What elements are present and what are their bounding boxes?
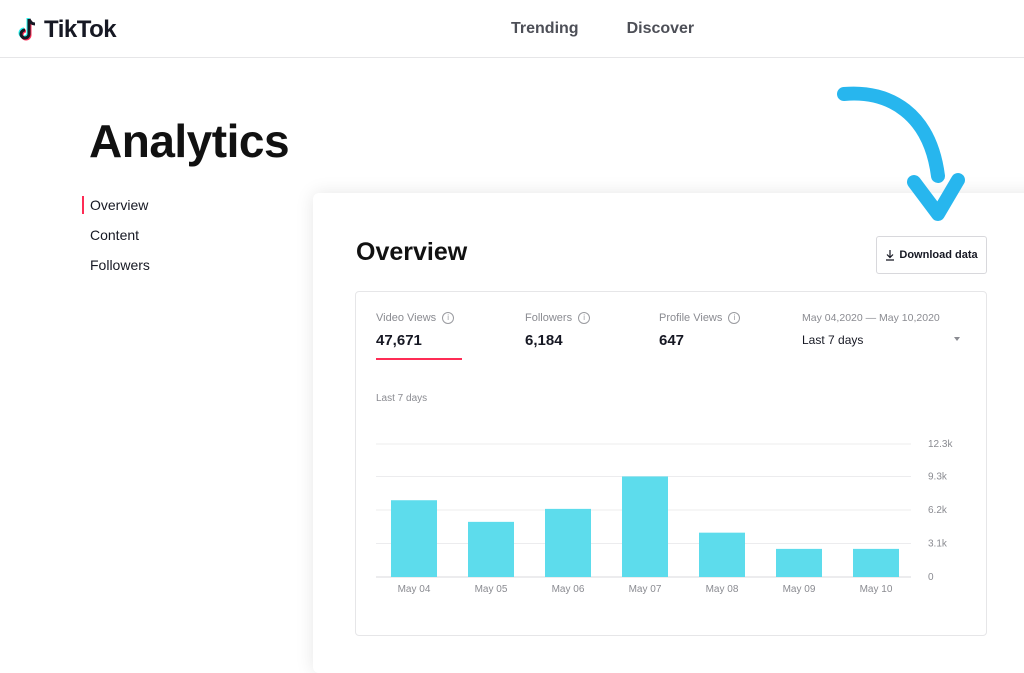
bar-may-07[interactable] [622,476,668,577]
metric-value: 647 [659,332,685,349]
date-range-text: May 04,2020 — May 10,2020 [802,312,940,324]
metric-value: 47,671 [376,332,422,349]
info-icon[interactable]: i [578,312,591,324]
date-range-select[interactable]: May 04,2020 — May 10,2020 Last 7 days [802,312,960,347]
info-icon[interactable]: i [442,312,455,324]
period-selected: Last 7 days [802,333,864,347]
y-tick-label: 9.3k [928,471,948,482]
overview-card: Overview Download data Video Views i 47,… [313,193,1024,673]
chart-caption: Last 7 days [376,393,428,404]
side-item-content[interactable]: Content [90,227,140,243]
metric-label: Video Views [376,312,437,324]
tiktok-logo[interactable]: TikTok [16,15,117,45]
x-tick-label: May 04 [398,584,431,595]
bar-may-09[interactable] [776,548,822,577]
video-views-bar-chart: 0 3.1k 6.2k 9.3k 12.3k May 04 May 05 May 06 May … [376,439,953,595]
metric-followers[interactable]: Followers i 6,184 [525,312,591,349]
metric-label: Followers [525,312,573,324]
metric-profile-views[interactable]: Profile Views i 647 [659,312,741,349]
top-bar: TikTok Trending Discover [0,0,1024,58]
x-tick-label: May 07 [629,584,662,595]
metric-label: Profile Views [659,312,723,324]
y-tick-label: 3.1k [928,538,948,549]
metric-video-views[interactable]: Video Views i 47,671 [376,312,462,360]
download-data-button[interactable]: Download data [876,236,987,274]
overview-title: Overview [356,238,468,266]
bar-may-10[interactable] [853,548,899,577]
bar-may-04[interactable] [391,500,437,577]
tiktok-note-icon [18,18,36,41]
chevron-down-icon [954,337,960,341]
selected-metric-indicator [376,358,462,360]
x-tick-label: May 05 [475,584,508,595]
download-icon [886,249,895,261]
arrow-pointer-icon [837,86,965,221]
nav-discover[interactable]: Discover [626,20,695,37]
x-tick-label: May 10 [860,584,893,595]
metric-value: 6,184 [525,332,563,349]
page-title: Analytics [89,115,290,167]
y-tick-label: 12.3k [928,439,953,450]
y-tick-label: 6.2k [928,505,948,516]
x-tick-label: May 08 [706,584,739,595]
nav-trending[interactable]: Trending [511,20,579,37]
top-nav: Trending Discover [511,20,694,38]
bar-may-08[interactable] [699,532,745,577]
bar-may-05[interactable] [468,521,514,577]
brand-name: TikTok [44,16,117,43]
info-icon[interactable]: i [728,312,741,324]
analytics-side-menu: Overview Content Followers [82,196,150,286]
download-data-label: Download data [899,249,978,261]
bar-may-06[interactable] [545,508,591,577]
x-tick-label: May 09 [783,584,816,595]
x-tick-label: May 06 [552,584,585,595]
side-item-overview[interactable]: Overview [82,196,150,226]
y-tick-label: 0 [928,572,934,583]
metrics-panel: Video Views i 47,671 Followers i 6,184 P… [355,291,987,636]
side-item-followers[interactable]: Followers [90,257,150,273]
